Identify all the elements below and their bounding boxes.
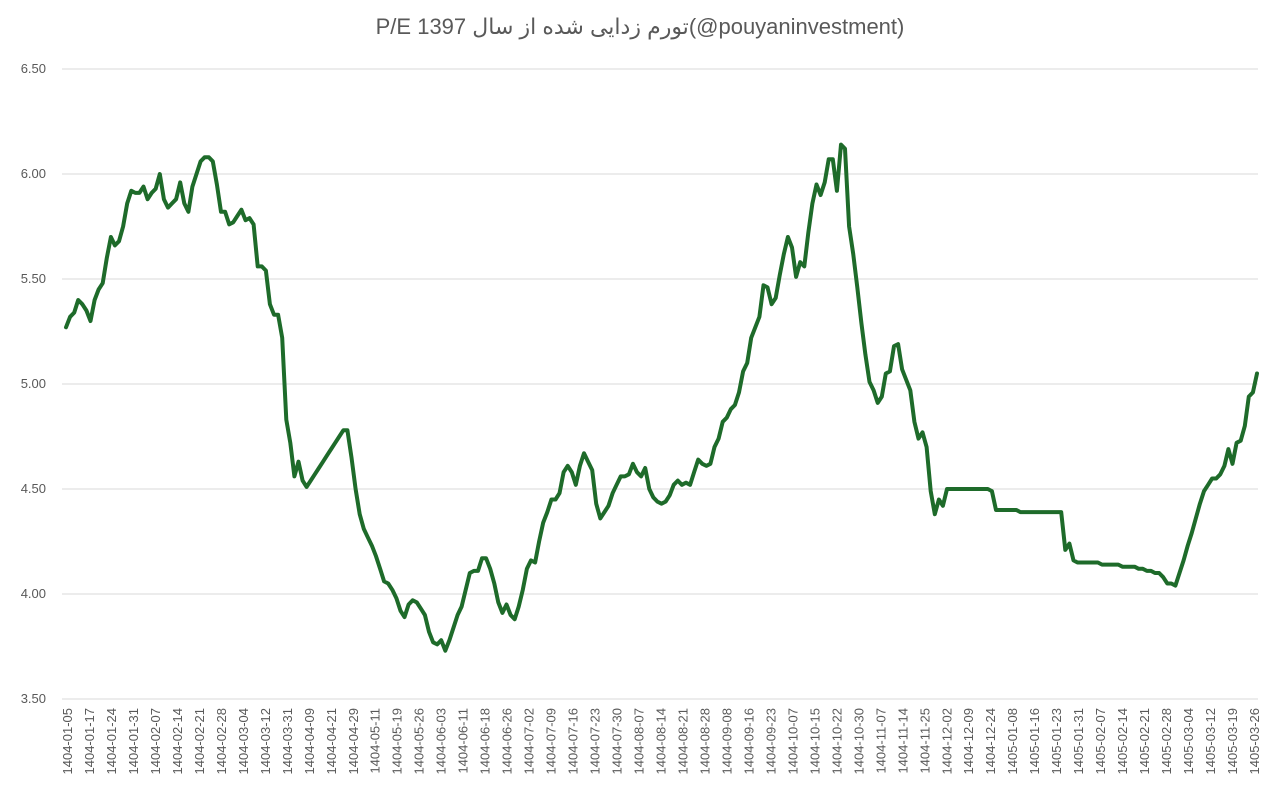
x-tick-label: 1404-01-05	[60, 708, 75, 775]
y-tick-label: 4.00	[21, 586, 46, 601]
x-tick-label: 1404-03-31	[280, 708, 295, 775]
x-tick-label: 1404-01-31	[126, 708, 141, 775]
x-tick-label: 1404-02-21	[192, 708, 207, 775]
chart-title: P/E تورم زدایی شده از سال 1397(@pouyanin…	[375, 14, 905, 39]
x-axis: 1404-01-05 1404-01-17 1404-01-24 1404-01-31…	[60, 708, 1262, 775]
x-tick-label: 1404-08-21	[676, 708, 691, 775]
x-tick-label: 1404-06-03	[434, 708, 449, 775]
x-tick-label: 1405-02-28	[1159, 708, 1174, 775]
x-tick-label: 1404-10-07	[785, 708, 800, 775]
x-tick-label: 1405-02-07	[1093, 708, 1108, 775]
grid-layer	[62, 68, 1258, 700]
x-tick-label: 1404-12-09	[961, 708, 976, 775]
x-tick-label: 1404-07-23	[588, 708, 603, 775]
series-line-0	[64, 142, 1259, 653]
x-tick-label: 1404-07-02	[522, 708, 537, 775]
x-tick-label: 1405-01-08	[1005, 708, 1020, 775]
x-tick-label: 1404-06-18	[478, 708, 493, 775]
series-layer	[64, 142, 1259, 653]
y-tick-label: 5.50	[21, 271, 46, 286]
x-tick-label: 1405-01-23	[1049, 708, 1064, 775]
x-tick-label: 1404-05-11	[368, 708, 383, 774]
x-tick-label: 1404-08-14	[654, 708, 669, 775]
x-tick-label: 1404-10-15	[807, 708, 822, 775]
x-tick-label: 1404-05-26	[412, 708, 427, 775]
x-tick-label: 1404-10-30	[851, 708, 866, 775]
y-axis: 3.50 4.00 4.50 5.00 5.50 6.00 6.50	[21, 61, 46, 706]
x-tick-label: 1404-02-14	[170, 708, 185, 775]
y-tick-label: 6.50	[21, 61, 46, 76]
x-tick-label: 1405-01-16	[1027, 708, 1042, 775]
x-tick-label: 1404-12-24	[983, 708, 998, 775]
x-tick-label: 1404-12-02	[939, 708, 954, 775]
y-tick-label: 3.50	[21, 691, 46, 706]
y-tick-label: 4.50	[21, 481, 46, 496]
x-tick-label: 1404-11-07	[873, 708, 888, 774]
x-tick-label: 1404-09-08	[719, 708, 734, 775]
x-tick-label: 1404-08-28	[698, 708, 713, 775]
x-tick-label: 1404-09-23	[763, 708, 778, 775]
x-tick-label: 1404-04-09	[302, 708, 317, 775]
x-tick-label: 1404-11-25	[917, 708, 932, 774]
x-tick-label: 1404-08-07	[632, 708, 647, 775]
x-tick-label: 1404-05-19	[390, 708, 405, 775]
y-tick-label: 5.00	[21, 376, 46, 391]
x-tick-label: 1404-07-09	[544, 708, 559, 775]
x-tick-label: 1404-10-22	[829, 708, 844, 775]
x-tick-label: 1404-09-16	[741, 708, 756, 775]
x-tick-label: 1404-07-16	[566, 708, 581, 775]
x-tick-label: 1405-02-14	[1115, 708, 1130, 775]
x-tick-label: 1405-02-21	[1137, 708, 1152, 775]
x-tick-label: 1405-03-12	[1203, 708, 1218, 775]
x-tick-label: 1404-04-29	[346, 708, 361, 775]
x-tick-label: 1404-07-30	[610, 708, 625, 775]
x-tick-label: 1405-01-31	[1071, 708, 1086, 775]
x-tick-label: 1404-11-14	[895, 708, 910, 774]
x-tick-label: 1404-01-17	[82, 708, 97, 775]
x-tick-label: 1404-02-28	[214, 708, 229, 775]
x-tick-label: 1404-06-11	[456, 708, 471, 774]
x-tick-label: 1405-03-19	[1225, 708, 1240, 775]
x-tick-label: 1404-03-12	[258, 708, 273, 775]
x-tick-label: 1404-06-26	[500, 708, 515, 775]
x-tick-label: 1405-03-04	[1181, 708, 1196, 775]
x-tick-label: 1404-04-21	[324, 708, 339, 775]
x-tick-label: 1404-02-07	[148, 708, 163, 775]
x-tick-label: 1404-03-04	[236, 708, 251, 775]
y-tick-label: 6.00	[21, 166, 46, 181]
x-tick-label: 1405-03-26	[1247, 708, 1262, 775]
x-tick-label: 1404-01-24	[104, 708, 119, 775]
